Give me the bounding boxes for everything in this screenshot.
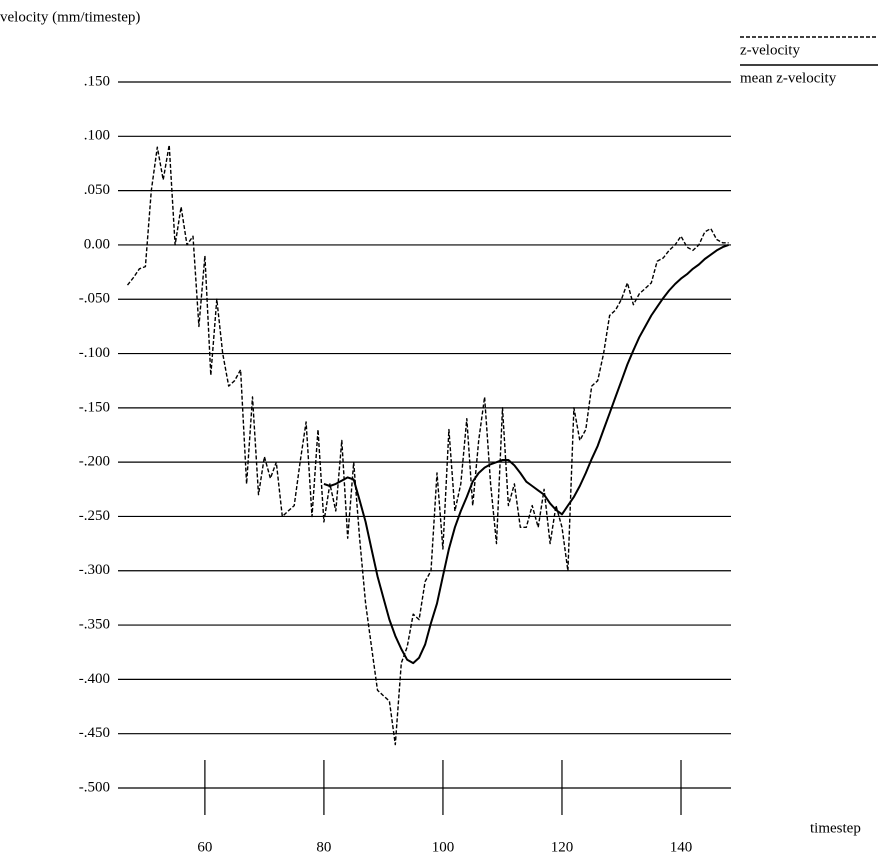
x-axis-label: timestep	[810, 820, 861, 836]
y-tick-label: -.250	[79, 508, 110, 524]
y-tick-label: -.300	[79, 562, 110, 578]
y-tick-label: .050	[84, 182, 110, 198]
y-tick-label: -.200	[79, 454, 110, 470]
y-tick-label: -.450	[79, 725, 110, 741]
y-tick-label: -.400	[79, 671, 110, 687]
x-tick-label: 140	[670, 839, 693, 855]
y-axis-label: velocity (mm/timestep)	[0, 9, 140, 25]
y-tick-label: .150	[84, 73, 110, 89]
y-tick-label: -.500	[79, 779, 110, 795]
y-tick-label: .100	[84, 128, 110, 144]
y-tick-label: -.350	[79, 617, 110, 633]
legend-label: z-velocity	[740, 42, 800, 58]
y-tick-label: 0.00	[84, 236, 110, 252]
y-tick-label: -.150	[79, 399, 110, 415]
series-line	[126, 144, 729, 746]
x-tick-label: 100	[432, 839, 455, 855]
x-tick-label: 120	[551, 839, 574, 855]
series-line	[323, 243, 729, 665]
x-tick-label: 80	[316, 839, 331, 855]
x-tick-label: 60	[197, 839, 212, 855]
y-tick-label: -.100	[79, 345, 110, 361]
y-tick-label: -.050	[79, 291, 110, 307]
legend-label: mean z-velocity	[740, 70, 837, 86]
